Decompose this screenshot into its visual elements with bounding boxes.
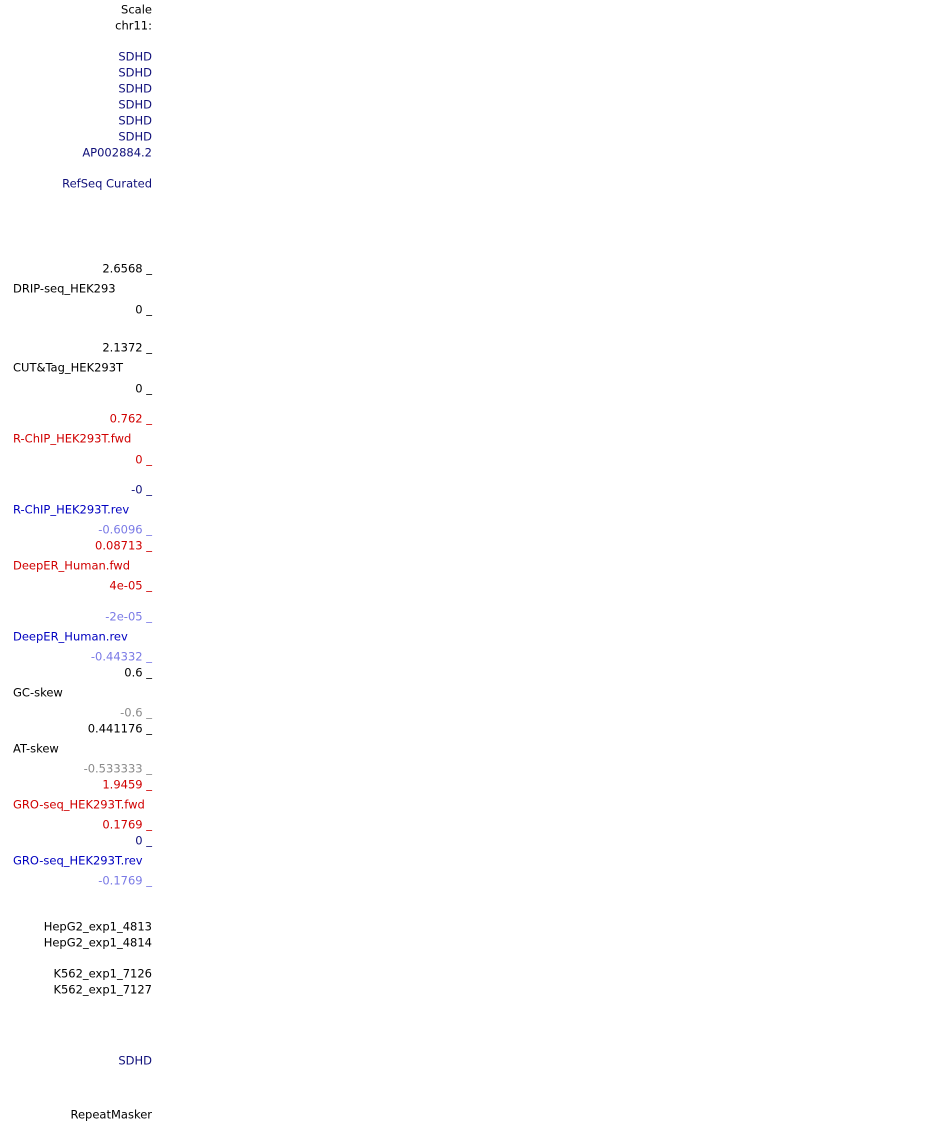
track-label: -0 _: [131, 483, 152, 497]
track-label: HepG2_exp1_4813: [44, 920, 152, 934]
track-label: SDHD: [118, 98, 152, 112]
track-label: 0.1769 _: [102, 818, 152, 832]
track-label: CUT&Tag_HEK293T: [13, 361, 124, 375]
track-label: DRIP-seq_HEK293: [13, 282, 116, 296]
track-label: RefSeq Curated: [62, 177, 152, 191]
track-label: chr11:: [115, 19, 152, 33]
track-label: K562_exp1_7127: [53, 983, 152, 997]
track-label: 0.08713 _: [95, 539, 152, 553]
track-label: SDHD: [118, 66, 152, 80]
track-label: AT-skew: [13, 742, 59, 756]
track-label: 0 _: [135, 453, 152, 467]
track-label: DeepER_Human.fwd: [13, 559, 130, 573]
track-label: GRO-seq_HEK293T.fwd: [13, 798, 145, 812]
track-label: R-ChIP_HEK293T.rev: [13, 503, 129, 517]
track-label: 0 _: [135, 303, 152, 317]
track-label: HepG2_exp1_4814: [44, 936, 152, 950]
track-label: 0.441176 _: [88, 722, 153, 736]
track-label: 0.762 _: [110, 412, 153, 426]
track-label: Scale: [121, 3, 152, 17]
track-label: SDHD: [118, 130, 152, 144]
track-label: -0.44332 _: [91, 650, 152, 664]
track-label: SDHD: [118, 1054, 152, 1068]
track-label: SDHD: [118, 50, 152, 64]
track-label: -0.1769 _: [98, 874, 152, 888]
track-label: -2e-05 _: [105, 610, 152, 624]
track-label: 2.6568 _: [102, 262, 152, 276]
track-label: -0.6096 _: [98, 523, 152, 537]
track-label: GC-skew: [13, 686, 63, 700]
track-label: 4e-05 _: [109, 579, 152, 593]
track-label: 2.1372 _: [102, 341, 152, 355]
track-label: 1.9459 _: [102, 778, 152, 792]
track-label: SDHD: [118, 114, 152, 128]
track-label: GRO-seq_HEK293T.rev: [13, 854, 143, 868]
track-label: SDHD: [118, 82, 152, 96]
track-label: K562_exp1_7126: [53, 967, 152, 981]
track-label: -0.533333 _: [84, 762, 153, 776]
track-label: DeepER_Human.rev: [13, 630, 128, 644]
track-label: AP002884.2: [82, 146, 152, 160]
track-label: R-ChIP_HEK293T.fwd: [13, 432, 131, 446]
track-label: -0.6 _: [120, 706, 152, 720]
track-label: 0 _: [135, 834, 152, 848]
track-label: RepeatMasker: [71, 1108, 153, 1122]
track-label: 0.6 _: [124, 666, 152, 680]
track-label: 0 _: [135, 382, 152, 396]
